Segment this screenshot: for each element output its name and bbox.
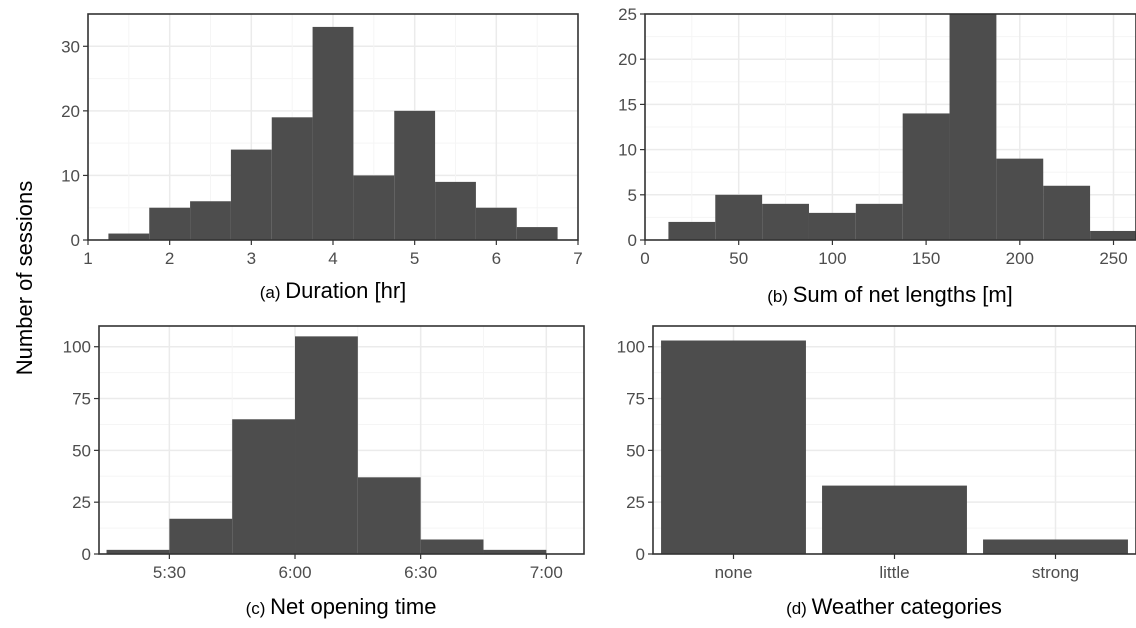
panel-prefix: (c) bbox=[246, 599, 271, 618]
panel-c: 0 25 50 75 100 5:30 6:00 6:30 7:00 (c) Net openin… bbox=[63, 325, 585, 619]
histogram-bar bbox=[357, 477, 421, 554]
panel-border bbox=[644, 13, 1136, 241]
bar-little bbox=[822, 485, 967, 554]
histogram-bar bbox=[762, 203, 809, 240]
x-tick-label: 5:30 bbox=[153, 563, 186, 582]
x-tick-label: 5 bbox=[410, 249, 419, 268]
x-tick-label: 0 bbox=[640, 249, 649, 268]
panel-prefix: (a) bbox=[260, 283, 286, 302]
y-tick-label: 50 bbox=[626, 441, 645, 460]
histogram-bar bbox=[295, 336, 358, 554]
y-tick-label: 50 bbox=[72, 441, 91, 460]
panel-prefix: (b) bbox=[767, 287, 793, 306]
histogram-bar bbox=[516, 227, 558, 240]
y-tick-label: 25 bbox=[626, 493, 645, 512]
x-tick-label: 150 bbox=[912, 249, 940, 268]
x-tick-label: 250 bbox=[1099, 249, 1127, 268]
x-tick-label: 4 bbox=[328, 249, 337, 268]
x-axis-title: Weather categories bbox=[812, 594, 1002, 619]
histogram-bar bbox=[149, 207, 191, 240]
bar-strong bbox=[983, 539, 1128, 554]
x-axis-label: (b) Sum of net lengths [m] bbox=[767, 282, 1013, 307]
y-tick-label: 0 bbox=[71, 231, 80, 250]
histogram-bar bbox=[106, 549, 170, 554]
x-tick-label: 6:00 bbox=[278, 563, 311, 582]
histogram-bar bbox=[271, 117, 313, 240]
histogram-bar bbox=[394, 110, 436, 240]
x-axis-label: (d) Weather categories bbox=[786, 594, 1002, 619]
x-tick-label: 50 bbox=[729, 249, 748, 268]
histogram-bar bbox=[232, 419, 296, 554]
x-tick-label: 3 bbox=[247, 249, 256, 268]
x-tick-label: 6:30 bbox=[404, 563, 437, 582]
x-tick-label: 2 bbox=[165, 249, 174, 268]
histogram-bar bbox=[855, 203, 903, 240]
y-tick-label: 0 bbox=[636, 545, 645, 564]
y-tick-label: 75 bbox=[626, 390, 645, 409]
y-tick-label: 25 bbox=[72, 493, 91, 512]
bar-none bbox=[661, 340, 806, 554]
histogram-bar bbox=[169, 518, 233, 554]
y-tick-label: 75 bbox=[72, 390, 91, 409]
y-tick-label: 0 bbox=[628, 231, 637, 250]
x-axis-title: Sum of net lengths [m] bbox=[793, 282, 1013, 307]
panel-a: 0 10 20 30 1 2 3 4 5 6 7 (a) Duration [hr] bbox=[61, 13, 583, 303]
x-tick-label: none bbox=[715, 563, 753, 582]
x-axis-title: Duration [hr] bbox=[285, 278, 406, 303]
histogram-bar bbox=[435, 181, 476, 240]
plot-area-b bbox=[645, 14, 1136, 240]
histogram-bar bbox=[312, 26, 354, 240]
y-tick-label: 5 bbox=[628, 186, 637, 205]
y-tick-label: 0 bbox=[82, 545, 91, 564]
histogram-bar bbox=[715, 194, 763, 240]
histogram-bar bbox=[902, 113, 950, 240]
x-tick-label: little bbox=[879, 563, 909, 582]
plot-area-a bbox=[88, 14, 578, 240]
y-tick-label: 10 bbox=[61, 166, 80, 185]
histogram-bar bbox=[475, 207, 517, 240]
panel-border bbox=[98, 325, 585, 555]
y-tick-label: 100 bbox=[63, 338, 91, 357]
histogram-bar bbox=[1090, 230, 1136, 240]
plot-area-c bbox=[99, 326, 584, 554]
x-tick-label: 7:00 bbox=[530, 563, 563, 582]
histogram-bar bbox=[949, 14, 997, 240]
y-tick-label: 20 bbox=[61, 102, 80, 121]
y-tick-label: 10 bbox=[618, 141, 637, 160]
histogram-bar bbox=[230, 149, 272, 240]
plot-area-d bbox=[653, 326, 1136, 554]
histogram-bar bbox=[353, 175, 395, 240]
x-tick-label: 200 bbox=[1006, 249, 1034, 268]
x-tick-label: strong bbox=[1032, 563, 1079, 582]
y-tick-label: 100 bbox=[617, 338, 645, 357]
y-tick-label: 25 bbox=[618, 5, 637, 24]
histogram-bar bbox=[190, 201, 231, 240]
y-tick-label: 20 bbox=[618, 50, 637, 69]
histogram-bar bbox=[483, 549, 547, 554]
x-axis-label: (c) Net opening time bbox=[246, 594, 437, 619]
x-tick-label: 1 bbox=[83, 249, 92, 268]
x-tick-label: 6 bbox=[492, 249, 501, 268]
x-axis-title: Net opening time bbox=[270, 594, 436, 619]
histogram-bar bbox=[808, 212, 856, 240]
x-axis-label: (a) Duration [hr] bbox=[260, 278, 407, 303]
panel-prefix: (d) bbox=[786, 599, 812, 618]
histogram-bar bbox=[1043, 185, 1091, 240]
histogram-bar bbox=[668, 221, 716, 240]
panel-d: 0 25 50 75 100 none little strong (d) Weather ca… bbox=[617, 325, 1136, 619]
x-tick-label: 7 bbox=[573, 249, 582, 268]
histogram-bar bbox=[996, 158, 1044, 240]
y-tick-label: 15 bbox=[618, 95, 637, 114]
y-tick-label: 30 bbox=[61, 37, 80, 56]
histogram-bar bbox=[108, 233, 150, 240]
y-axis-label: Number of sessions bbox=[12, 181, 37, 375]
histogram-bar bbox=[420, 539, 484, 554]
x-tick-label: 100 bbox=[818, 249, 846, 268]
